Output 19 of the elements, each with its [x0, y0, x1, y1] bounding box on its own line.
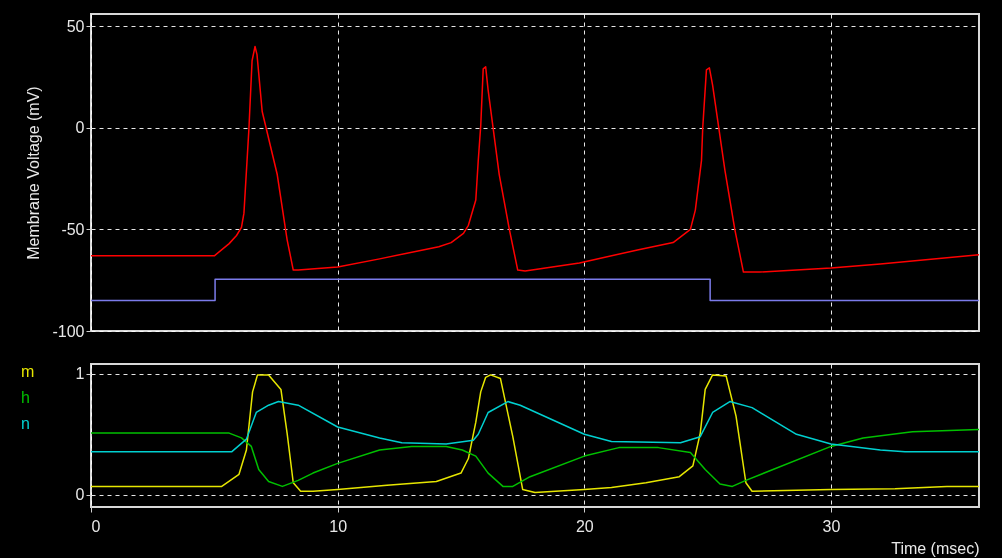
line-series [91, 428, 979, 488]
y-tick-label: 0 [75, 486, 85, 504]
text: m [21, 363, 35, 380]
line-series [91, 400, 979, 453]
line-series [91, 45, 979, 273]
text: h [21, 389, 30, 406]
x-tick-label: 0 [91, 517, 101, 535]
y-tick-label: 50 [66, 17, 85, 35]
x-tick-label: 10 [329, 517, 348, 535]
line-series [91, 374, 979, 494]
x-tick-label: 30 [822, 517, 841, 535]
x-axis-title: Time (msec) [891, 539, 980, 557]
y-tick-label: 0 [75, 119, 85, 137]
y-tick-label: -50 [61, 220, 85, 238]
y-tick-label: -100 [52, 322, 85, 340]
x-tick-label: 20 [575, 517, 594, 535]
y-axis-title: Membrane Voltage (mV) [25, 86, 43, 260]
text: n [21, 415, 30, 432]
y-tick-label: 1 [75, 365, 85, 383]
